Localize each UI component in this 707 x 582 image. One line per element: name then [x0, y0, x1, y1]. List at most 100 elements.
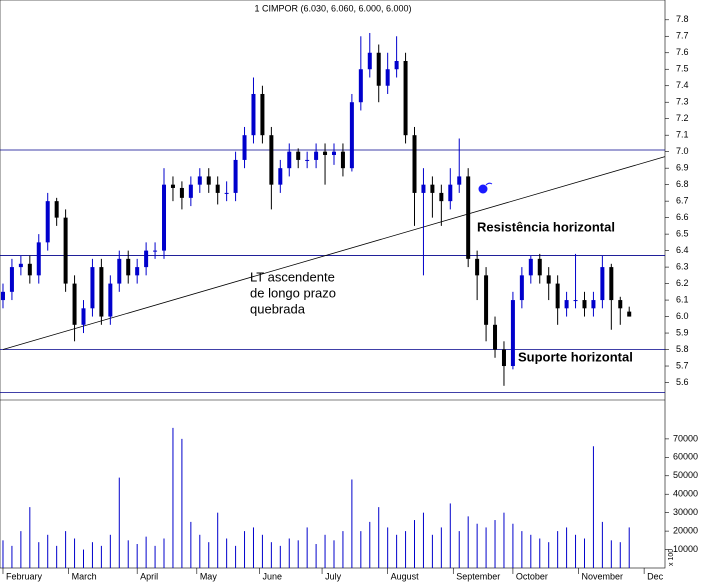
candle-body — [376, 52, 381, 86]
y-tick-label: 6.1 — [676, 294, 689, 304]
candle-body — [135, 267, 140, 276]
candle-body — [90, 267, 95, 309]
candle-body — [206, 176, 211, 185]
candle-body — [117, 258, 122, 284]
volume-tick-label: 50000 — [673, 470, 698, 480]
annotation: quebrada — [250, 301, 306, 316]
y-tick-label: 5.6 — [676, 377, 689, 387]
candle-body — [153, 250, 158, 252]
candle-body — [81, 308, 86, 325]
volume-unit-label: x 100 — [668, 549, 675, 566]
candle-body — [564, 300, 569, 309]
y-tick-label: 7.8 — [676, 14, 689, 24]
candle-body — [45, 201, 50, 243]
candle-body — [179, 187, 184, 198]
candle-body — [600, 267, 605, 301]
candle-body — [430, 184, 435, 193]
candle-body — [278, 168, 283, 185]
y-tick-label: 7.1 — [676, 130, 689, 140]
candle-body — [627, 311, 632, 317]
candle-body — [439, 192, 444, 202]
y-tick-label: 6.7 — [676, 196, 689, 206]
y-tick-label: 7.0 — [676, 146, 689, 156]
candle-body — [170, 184, 175, 188]
volume-tick-label: 30000 — [673, 507, 698, 517]
candle-body — [54, 201, 59, 218]
candle-body — [537, 258, 542, 276]
y-tick-label: 5.8 — [676, 344, 689, 354]
candle-body — [224, 192, 229, 194]
candle-body — [385, 69, 390, 86]
candle-body — [609, 267, 614, 301]
x-tick-label: September — [456, 571, 500, 581]
x-tick-label: Dec — [647, 571, 664, 581]
volume-tick-label: 60000 — [673, 452, 698, 462]
volume-tick-label: 40000 — [673, 489, 698, 499]
candle-body — [9, 267, 14, 292]
candle-body — [510, 300, 515, 367]
y-tick-label: 7.3 — [676, 97, 689, 107]
annotation: LT ascendente — [250, 269, 335, 284]
candle-body — [484, 275, 489, 325]
candle-body — [493, 324, 498, 350]
candle-body — [394, 61, 399, 70]
y-tick-label: 5.9 — [676, 327, 689, 337]
candle-body — [126, 258, 131, 276]
candle-body — [242, 135, 247, 160]
candle-body — [162, 184, 167, 251]
candle-body — [72, 283, 77, 325]
x-tick-label: July — [325, 571, 342, 581]
x-tick-label: June — [262, 571, 282, 581]
y-tick-label: 6.8 — [676, 179, 689, 189]
candle-body — [36, 242, 41, 276]
y-tick-label: 6.0 — [676, 311, 689, 321]
y-tick-label: 6.6 — [676, 212, 689, 222]
x-tick-label: May — [200, 571, 218, 581]
candle-body — [99, 267, 104, 317]
candle-body — [582, 300, 587, 309]
annotation: de longo prazo — [250, 285, 336, 300]
candle-body — [269, 135, 274, 185]
volume-tick-label: 70000 — [673, 433, 698, 443]
y-tick-label: 6.3 — [676, 261, 689, 271]
y-tick-label: 7.7 — [676, 31, 689, 41]
bomb-icon — [478, 182, 493, 194]
candle-body — [144, 250, 149, 268]
candle-body — [555, 283, 560, 309]
plot-frame — [0, 0, 666, 569]
candle-body — [546, 275, 551, 284]
candle-body — [501, 349, 506, 367]
x-tick-label: October — [516, 571, 548, 581]
y-tick-label: 7.4 — [676, 80, 689, 90]
candle-body — [618, 300, 623, 309]
candle-body — [260, 93, 265, 136]
x-tick-label: February — [6, 571, 43, 581]
candle-body — [63, 217, 68, 284]
candle-body — [349, 102, 354, 169]
x-tick-label: November — [582, 571, 624, 581]
candle-body — [367, 52, 372, 70]
candle-body — [331, 151, 336, 155]
candle-body — [448, 184, 453, 202]
y-tick-label: 6.9 — [676, 163, 689, 173]
annotation: Resistência horizontal — [477, 219, 615, 234]
candle-body — [233, 159, 238, 193]
volume-tick-label: 20000 — [673, 525, 698, 535]
y-tick-label: 6.2 — [676, 278, 689, 288]
y-tick-label: 6.4 — [676, 245, 689, 255]
candle-body — [323, 151, 328, 155]
candle-body — [251, 93, 256, 136]
candle-body — [412, 135, 417, 193]
candle-body — [314, 151, 319, 160]
annotation: Suporte horizontal — [518, 349, 633, 364]
candle-body — [296, 151, 301, 160]
candle-body — [421, 184, 426, 193]
x-tick-label: April — [140, 571, 158, 581]
candle-body — [0, 291, 5, 301]
candle-body — [466, 176, 471, 259]
candle-body — [215, 184, 220, 193]
y-tick-label: 5.7 — [676, 360, 689, 370]
x-tick-label: March — [72, 571, 97, 581]
y-tick-label: 7.6 — [676, 47, 689, 57]
